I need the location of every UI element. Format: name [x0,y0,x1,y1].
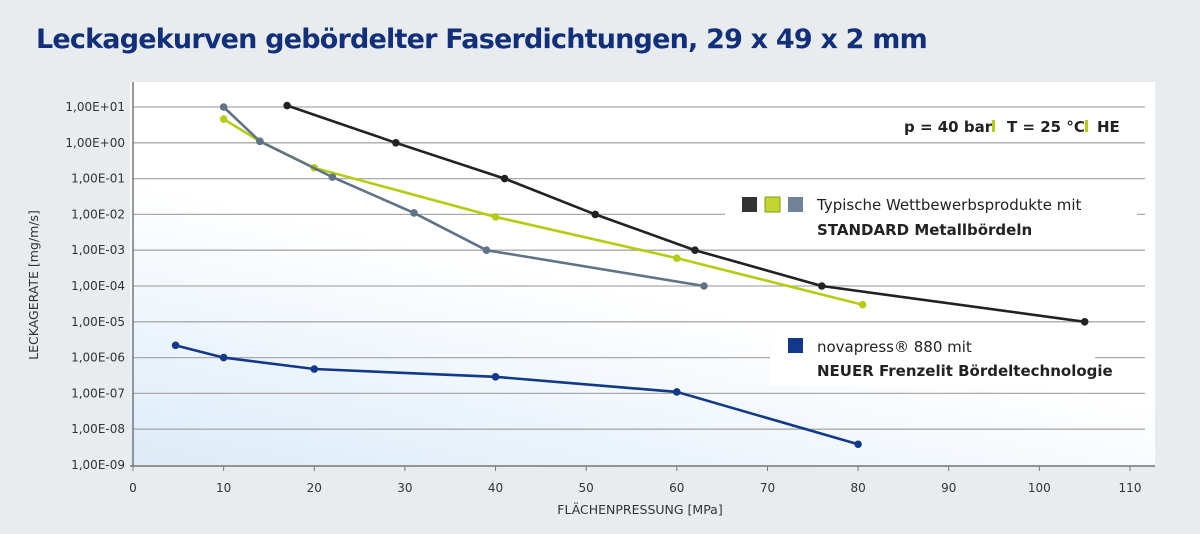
series-line [175,344,859,446]
conditions-label: p = 40 bar T = 25 °C HE [904,118,1120,136]
y-tick-label: 1,00E+01 [65,100,125,114]
y-axis-label: LECKAGERATE [mg/m/s] [26,210,41,360]
x-tick-label: 50 [579,481,594,495]
pressure-label: p = 40 bar [904,118,993,136]
medium-label: HE [1097,118,1120,136]
data-point [219,115,228,123]
y-tick-label: 1,00E-02 [71,207,125,221]
data-point [283,101,291,110]
legend-standard-line2: STANDARD Metallbördeln [817,221,1032,239]
x-tick-label: 40 [488,481,503,495]
y-tick-label: 1,00E-01 [71,172,125,186]
y-tick-label: 1,00E-07 [71,386,125,400]
temperature-label: T = 25 °C [1007,118,1085,136]
legend-swatch-green [764,196,781,213]
data-point [691,246,699,254]
data-point [491,373,500,381]
legend: Typische Wettbewerbsprodukte mit STANDAR… [725,188,1137,386]
data-point [392,139,400,147]
data-point [700,282,708,290]
x-tick-label: 0 [129,481,137,495]
x-tick-label: 80 [850,481,865,495]
chart-title: Leckagekurven gebördelter Faserdichtunge… [36,24,928,55]
y-tick-label: 1,00E+00 [65,136,125,150]
x-tick-label: 10 [216,481,231,495]
series-line [222,117,863,306]
separator [1085,120,1088,132]
legend-swatch-gray [788,197,803,212]
y-tick-label: 1,00E-08 [71,422,125,436]
data-point [854,440,862,449]
data-point [818,282,826,290]
series-1 [219,115,867,309]
data-point [328,173,337,181]
x-tick-label: 30 [397,481,412,495]
y-tick-label: 1,00E-05 [71,315,125,329]
x-tick-label: 20 [307,481,322,495]
x-tick-label: 90 [941,481,956,495]
legend-swatch-black [742,197,757,212]
data-point [410,209,418,217]
data-point [482,246,491,254]
legend-novapress-line1: novapress® 880 mit [817,338,972,356]
y-tick-label: 1,00E-06 [71,351,125,365]
data-point [256,137,264,146]
data-point [500,174,509,183]
legend-bg-novapress [770,330,1095,386]
series-2 [219,103,708,290]
data-point [673,388,681,396]
data-point [491,213,500,221]
series-line [222,106,705,288]
data-point [591,210,600,219]
data-point [171,341,180,350]
plot-area [130,82,1155,465]
separator [992,120,995,132]
x-tick-label: 110 [1119,481,1142,495]
series-3 [171,341,862,449]
series-0 [283,101,1089,326]
data-point [219,103,228,111]
legend-swatch-navy [788,338,803,353]
data-point [858,300,867,309]
y-tick-label: 1,00E-04 [71,279,125,293]
x-axis-label: FLÄCHENPRESSUNG [MPa] [557,502,722,517]
y-tick-label: 1,00E-09 [71,458,125,472]
x-tick-label: 100 [1028,481,1051,495]
x-tick-label: 60 [669,481,684,495]
x-tick-label: 70 [760,481,775,495]
legend-standard-line1: Typische Wettbewerbsprodukte mit [816,196,1082,214]
legend-novapress-line2: NEUER Frenzelit Bördeltechnologie [817,362,1113,380]
y-tick-label: 1,00E-03 [71,243,125,257]
data-point [1080,318,1089,326]
data-point [219,353,228,362]
data-point [310,365,319,373]
data-point [673,254,681,262]
